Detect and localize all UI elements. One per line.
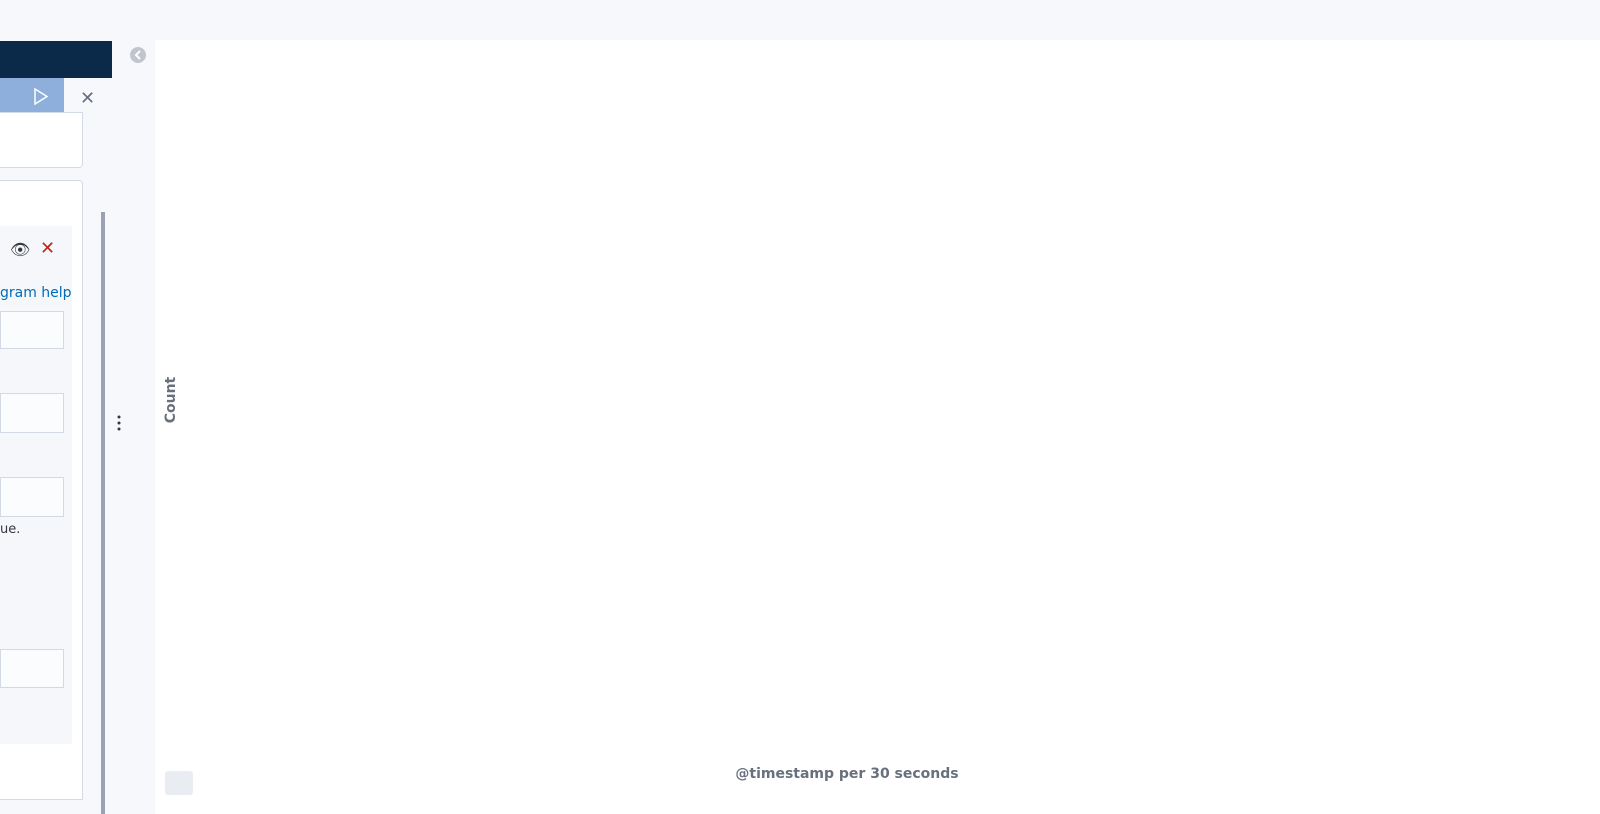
- chart-panel: [155, 40, 1600, 814]
- help-link[interactable]: gram help: [0, 285, 72, 301]
- panel-box: [0, 112, 83, 168]
- input[interactable]: [0, 649, 64, 688]
- resize-handle[interactable]: [117, 415, 121, 431]
- help-text: ue.: [0, 522, 21, 537]
- collapse-button[interactable]: [130, 47, 146, 63]
- x-axis-title: @timestamp per 30 seconds: [735, 766, 958, 782]
- close-button[interactable]: ✕: [80, 88, 96, 109]
- toggle-icon[interactable]: 👁: [10, 240, 31, 259]
- scrollbar: [101, 212, 105, 814]
- remove-icon[interactable]: ✕: [40, 238, 56, 259]
- select[interactable]: [0, 311, 64, 349]
- header-bar: [0, 41, 112, 78]
- select[interactable]: [0, 477, 64, 517]
- legend-toggle[interactable]: [165, 771, 193, 795]
- select[interactable]: [0, 393, 64, 433]
- y-axis-title: Count: [163, 376, 179, 423]
- collapse-icon: [134, 50, 141, 60]
